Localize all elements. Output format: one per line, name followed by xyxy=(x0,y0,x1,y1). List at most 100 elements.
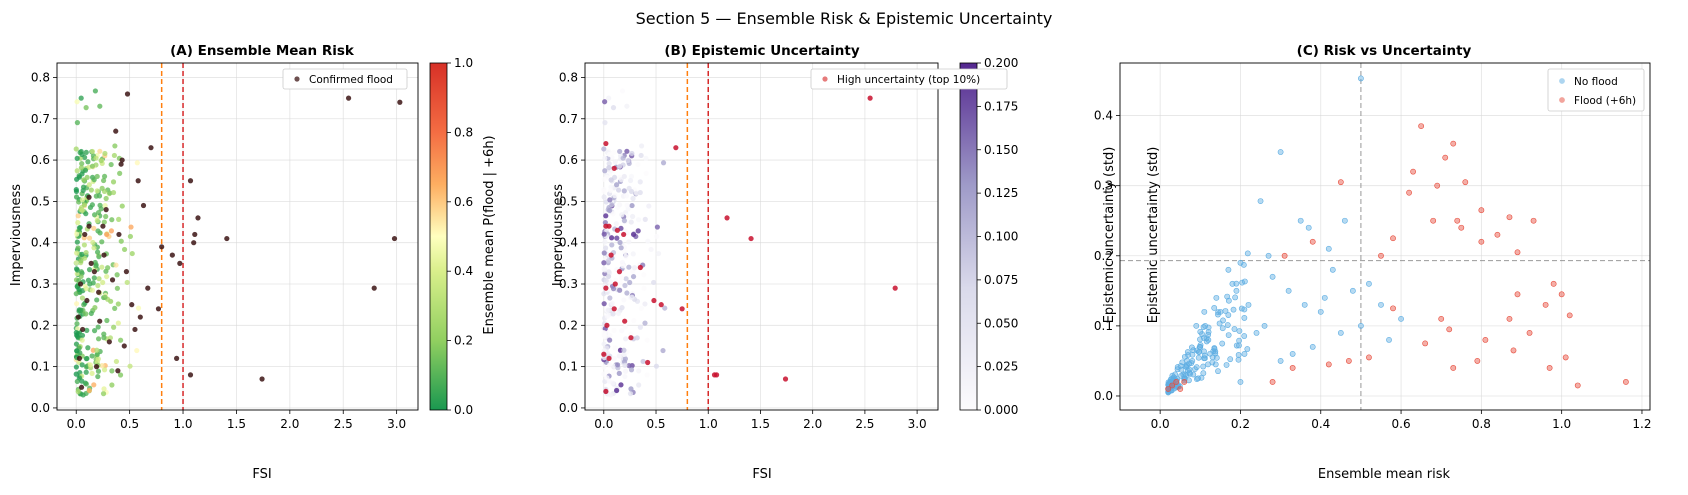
panel-a-point xyxy=(82,380,89,386)
panel-a-point xyxy=(96,276,102,282)
panel-a-point xyxy=(78,95,84,101)
panel-c-legend-label-no-flood: No flood xyxy=(1574,76,1618,88)
panel-c-no-flood-point xyxy=(1235,356,1242,363)
panel-a-point xyxy=(89,202,95,208)
panel-a-point xyxy=(79,251,85,257)
panel-c-legend-marker-flood xyxy=(1559,97,1565,103)
panel-a-ytick-label: 0.4 xyxy=(31,236,50,250)
panel-a-point xyxy=(101,173,108,180)
panel-b-point xyxy=(621,173,627,180)
panel-b-point xyxy=(609,202,615,208)
panel-a-point xyxy=(89,353,95,359)
panel-b-xtick-label: 2.5 xyxy=(855,417,874,431)
panel-c-no-flood-point xyxy=(1301,301,1308,308)
panel-b-high-point xyxy=(673,145,679,151)
panel-a-xtick-label: 1.0 xyxy=(173,417,192,431)
panel-b-colorbar-label: Epistemic uncertainty (std) xyxy=(1102,147,1117,324)
panel-c-flood-point xyxy=(1450,140,1457,147)
panel-b-point xyxy=(610,311,616,317)
panel-c-no-flood-point xyxy=(1237,379,1244,385)
panel-c-flood-point xyxy=(1530,217,1537,224)
panel-a-point xyxy=(95,336,102,342)
panel-c-flood-point xyxy=(1337,179,1344,186)
panel-c-flood-point xyxy=(1309,238,1316,245)
panel-a-point xyxy=(74,321,80,327)
panel-b-xtick-label: 1.0 xyxy=(699,417,718,431)
panel-b-point xyxy=(623,276,629,282)
panel-b-point xyxy=(601,329,607,336)
panel-c-flood-point xyxy=(1494,231,1501,238)
panel-a-point xyxy=(99,239,105,245)
panel-a-flood-point xyxy=(113,128,119,134)
panel-b-point xyxy=(622,356,628,362)
panel-b-point xyxy=(608,177,614,183)
panel-a-point xyxy=(79,207,85,214)
panel-b-point xyxy=(662,305,668,311)
panel-a-flood-point xyxy=(124,91,131,97)
panel-c-no-flood-point xyxy=(1186,366,1193,373)
panel-a-point xyxy=(79,362,85,368)
panel-c-no-flood-point xyxy=(1213,294,1220,301)
panel-b-point xyxy=(603,245,609,251)
panel-a-point xyxy=(80,187,86,194)
panel-b-point xyxy=(619,328,625,334)
panel-a-point xyxy=(76,286,82,293)
panel-b-point xyxy=(618,382,624,388)
panel-b-high-point xyxy=(606,355,612,361)
panel-a-point xyxy=(94,347,100,353)
panel-a-point xyxy=(73,188,80,194)
panel-b-colorbar-tick-label: 0.150 xyxy=(984,143,1018,157)
panel-a-point xyxy=(95,324,101,330)
panel-a-point xyxy=(89,370,95,376)
panel-b-colorbar-tick-label: 0.125 xyxy=(984,186,1018,200)
panel-c-no-flood-point xyxy=(1217,308,1224,315)
panel-a-point xyxy=(91,177,97,183)
panel-a-flood-point xyxy=(118,161,124,167)
panel-c-no-flood-point xyxy=(1317,308,1324,315)
panel-c-xtick-label: 0.0 xyxy=(1151,417,1170,431)
panel-b-point xyxy=(605,273,612,280)
panel-a-point xyxy=(83,286,89,292)
panel-a-flood-point xyxy=(259,376,265,382)
panel-b-point xyxy=(610,286,617,292)
panel-b-high-point xyxy=(867,95,873,101)
panel-b-point xyxy=(602,239,608,245)
panel-c-flood-point xyxy=(1526,329,1533,336)
panel-a-flood-point xyxy=(132,326,138,333)
panel-a-point xyxy=(113,262,119,268)
panel-c-flood-point xyxy=(1506,214,1513,221)
panel-a-ytick-label: 0.1 xyxy=(31,360,50,374)
panel-c-no-flood-point xyxy=(1229,280,1236,287)
panel-c-flood-point xyxy=(1418,123,1425,129)
panel-a-point xyxy=(107,335,113,341)
panel-c-no-flood-point xyxy=(1225,266,1232,273)
panel-a-legend-marker xyxy=(294,76,300,82)
panel-a-point xyxy=(95,373,101,380)
panel-b-point xyxy=(607,197,613,203)
panel-b-point xyxy=(618,245,624,251)
panel-a-point xyxy=(75,245,81,251)
panel-b-point xyxy=(606,95,612,101)
panel-c-no-flood-point xyxy=(1215,309,1222,316)
panel-a-point xyxy=(74,120,81,126)
panel-a-point xyxy=(83,311,89,317)
panel-a-point xyxy=(124,279,130,286)
panel-b-point xyxy=(643,155,649,161)
panel-a-xlabel: FSI xyxy=(252,467,271,482)
panel-a-point xyxy=(94,173,100,180)
panel-a-point xyxy=(114,285,120,291)
panel-c-flood-point xyxy=(1478,238,1485,245)
panel-c-flood-point xyxy=(1450,365,1457,371)
panel-c-legend: No flood Flood (+6h) xyxy=(1547,68,1645,112)
panel-b-high-point xyxy=(612,281,618,287)
panel-b-point xyxy=(609,300,615,306)
panel-c-no-flood-point xyxy=(1235,352,1242,358)
panel-b-point xyxy=(617,163,623,169)
panel-c-no-flood-point xyxy=(1205,336,1212,343)
panel-c-no-flood-point xyxy=(1197,342,1204,348)
panel-b-colorbar: 0.000 0.025 0.050 0.075 0.100 0.125 0.150 0.175… xyxy=(959,56,1018,417)
panel-c-no-flood-point xyxy=(1244,346,1251,352)
panel-a-point xyxy=(115,301,121,307)
panel-a-point xyxy=(90,239,96,246)
panel-b-point xyxy=(622,249,628,255)
